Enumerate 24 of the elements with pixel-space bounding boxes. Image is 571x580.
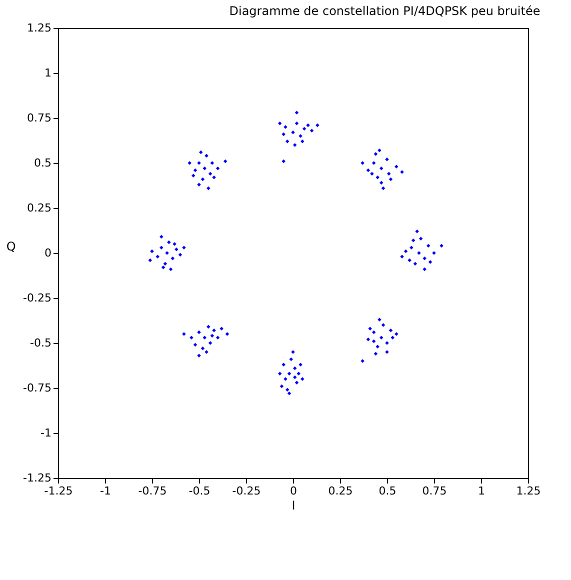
x-tick-label: 0.5: [378, 484, 396, 498]
x-tick-label: 0: [290, 484, 297, 498]
y-axis-title: Q: [6, 240, 16, 254]
y-tick-label: 1: [44, 66, 52, 80]
x-axis-title: I: [292, 498, 296, 512]
x-tick-label: -0.75: [138, 484, 167, 498]
x-tick-label: 1.25: [516, 484, 541, 498]
x-tick-label: 1: [478, 484, 485, 498]
y-tick-label: 0.5: [34, 156, 52, 170]
x-tick-label: -0.25: [232, 484, 261, 498]
y-tick-label: 0.25: [27, 202, 52, 214]
y-tick-label: -0.25: [23, 292, 52, 304]
x-tick-label: 0.75: [422, 484, 447, 498]
chart-title: Diagramme de constellation PI/4DQPSK peu bruitée: [229, 4, 540, 18]
y-tick-label: -0.5: [30, 336, 52, 350]
x-tick-label: -0.5: [188, 484, 210, 498]
y-tick-label: 0: [44, 246, 52, 260]
y-tick-label: 1.25: [27, 22, 52, 34]
y-tick-label: -1: [40, 426, 52, 440]
y-tick-label: 0.75: [27, 112, 52, 124]
x-tick-label: -1: [100, 484, 111, 498]
y-tick-label: -0.75: [23, 382, 52, 394]
x-tick-label: 0.25: [328, 484, 353, 498]
y-tick-label: -1.25: [23, 472, 52, 484]
